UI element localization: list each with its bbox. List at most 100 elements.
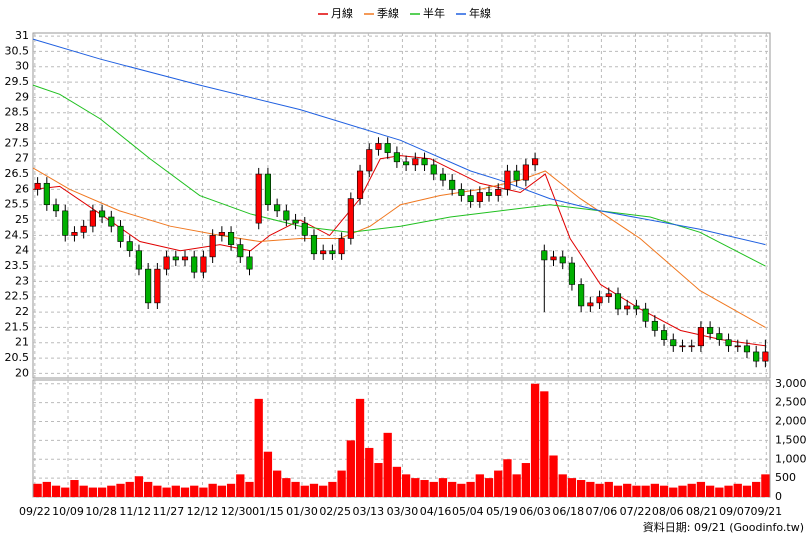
volume-bar bbox=[411, 478, 420, 497]
volume-bar bbox=[88, 487, 98, 497]
volume-bar bbox=[365, 447, 374, 497]
volume-bar bbox=[715, 487, 724, 497]
x-tick-label: 08/06 bbox=[652, 505, 684, 518]
candle-body bbox=[550, 256, 557, 261]
volume-bar bbox=[613, 485, 623, 497]
volume-bar bbox=[61, 487, 70, 497]
moving-average-line bbox=[32, 155, 766, 347]
candle-body bbox=[412, 158, 419, 166]
candle-body bbox=[135, 250, 143, 270]
candle-body bbox=[191, 256, 198, 273]
y-tick-label: 24 bbox=[15, 244, 29, 257]
volume-bar bbox=[51, 485, 61, 497]
volume-bar bbox=[171, 485, 180, 497]
volume-bar bbox=[586, 481, 595, 497]
volume-bar bbox=[540, 391, 549, 497]
candle-body bbox=[697, 327, 704, 347]
candle-body bbox=[108, 216, 115, 227]
candle-body bbox=[163, 256, 170, 270]
x-tick-label: 01/15 bbox=[252, 505, 284, 518]
y-tick-label: 20 bbox=[15, 366, 29, 379]
volume-bar bbox=[761, 474, 770, 497]
x-tick-label: 02/25 bbox=[319, 505, 351, 518]
candle-body bbox=[476, 192, 483, 202]
candle-body bbox=[264, 173, 271, 206]
moving-average-line bbox=[32, 84, 766, 267]
volume-bar bbox=[328, 481, 337, 497]
legend-label: 季線 bbox=[377, 6, 399, 20]
y-tick-label: 29 bbox=[15, 90, 29, 103]
candle-body bbox=[614, 293, 622, 310]
candle-body bbox=[541, 250, 548, 261]
volume-bar bbox=[346, 440, 355, 497]
x-tick-label: 09/07 bbox=[719, 505, 751, 518]
volume-bar bbox=[549, 455, 558, 497]
candle-body bbox=[246, 256, 253, 270]
volume-bar bbox=[604, 481, 613, 497]
y2-tick-label: 1,000 bbox=[775, 452, 807, 465]
volume-bar bbox=[134, 476, 144, 497]
x-tick-label: 12/30 bbox=[221, 505, 253, 518]
volume-bar bbox=[724, 485, 733, 497]
volume-bar bbox=[79, 485, 88, 497]
candle-body bbox=[320, 250, 327, 255]
candle-body bbox=[762, 351, 769, 362]
volume-bar bbox=[208, 483, 217, 497]
volume-bar bbox=[144, 481, 153, 497]
y-tick-label: 23.5 bbox=[5, 259, 30, 272]
y-tick-label: 30 bbox=[15, 60, 29, 73]
volume-bar bbox=[254, 398, 263, 497]
candle-body bbox=[568, 262, 575, 285]
candle-body bbox=[209, 235, 216, 258]
candle-body bbox=[651, 320, 658, 331]
y-tick-label: 21 bbox=[15, 336, 29, 349]
x-tick-label: 11/27 bbox=[153, 505, 185, 518]
y2-tick-label: 2,000 bbox=[775, 415, 807, 428]
volume-bar bbox=[107, 485, 116, 497]
x-tick-label: 09/21 bbox=[750, 505, 782, 518]
y-tick-label: 25 bbox=[15, 213, 29, 226]
candle-body bbox=[62, 210, 69, 236]
volume-bar bbox=[576, 480, 586, 497]
y2-tick-label: 0 bbox=[775, 490, 782, 503]
candle-body bbox=[421, 158, 428, 166]
volume-bar bbox=[650, 483, 659, 497]
volume-bar bbox=[263, 451, 273, 497]
x-tick-label: 05/19 bbox=[486, 505, 518, 518]
moving-average-line bbox=[32, 38, 766, 246]
volume-bar bbox=[116, 483, 125, 497]
y-tick-label: 24.5 bbox=[5, 228, 30, 241]
legend-label: 月線 bbox=[331, 6, 353, 20]
volume-bar bbox=[309, 483, 319, 497]
volume-bar bbox=[33, 483, 42, 497]
candle-body bbox=[181, 256, 189, 261]
y-tick-label: 31 bbox=[15, 29, 29, 42]
candle-body bbox=[99, 210, 106, 218]
y2-tick-label: 2,500 bbox=[775, 396, 807, 409]
candle-body bbox=[292, 219, 299, 224]
volume-bar bbox=[567, 478, 577, 497]
volume-bar bbox=[503, 459, 512, 497]
candle-body bbox=[605, 293, 612, 298]
volume-bar bbox=[494, 470, 503, 497]
y2-tick-label: 3,000 bbox=[775, 377, 807, 390]
volume-bar bbox=[521, 463, 531, 497]
volume-bar bbox=[632, 485, 641, 497]
candle-body bbox=[200, 256, 207, 273]
x-tick-label: 07/06 bbox=[586, 505, 618, 518]
candle-body bbox=[467, 195, 474, 202]
volume-bar bbox=[236, 474, 245, 497]
candle-body bbox=[255, 173, 262, 224]
volume-bar bbox=[448, 481, 457, 497]
candle-body bbox=[449, 179, 456, 190]
x-tick-label: 12/12 bbox=[187, 505, 219, 518]
volume-panel bbox=[32, 379, 771, 498]
volume-bar bbox=[742, 485, 752, 497]
volume-bar bbox=[733, 483, 742, 497]
candle-body bbox=[743, 345, 751, 353]
volume-bar bbox=[199, 487, 208, 497]
candle-body bbox=[283, 210, 290, 221]
candle-body bbox=[347, 198, 354, 239]
volume-bar bbox=[641, 485, 650, 497]
candle-body bbox=[458, 189, 465, 196]
